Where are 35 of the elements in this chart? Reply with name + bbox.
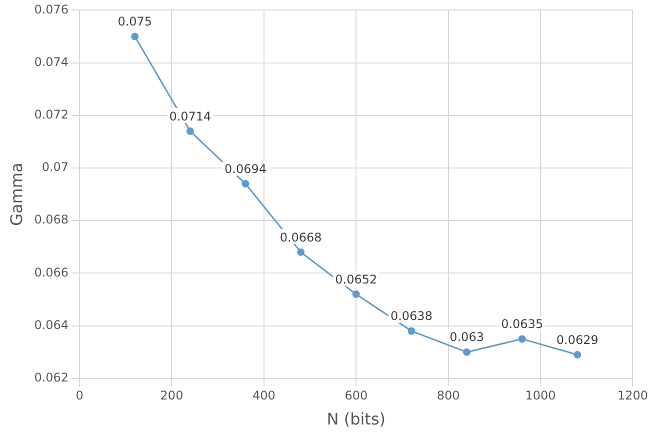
data-label: 0.0694 <box>224 162 267 176</box>
y-tick-label: 0.074 <box>34 54 69 69</box>
x-tick-label: 400 <box>252 388 276 403</box>
point <box>297 248 305 256</box>
data-label: 0.0668 <box>280 230 322 244</box>
point <box>574 350 582 358</box>
y-tick-label: 0.062 <box>34 370 69 385</box>
x-tick-label: 0 <box>76 388 84 403</box>
y-tick-label: 0.076 <box>34 2 69 16</box>
point <box>408 327 416 335</box>
point <box>131 32 139 40</box>
y-tick-label: 0.068 <box>34 212 69 227</box>
data-label: 0.063 <box>450 330 484 344</box>
point <box>352 290 360 298</box>
x-tick-label: 800 <box>436 388 460 403</box>
x-tick-label: 200 <box>160 388 184 403</box>
point <box>242 180 250 188</box>
x-tick-label: 1200 <box>617 388 648 403</box>
data-label: 0.0638 <box>390 309 432 324</box>
data-label: 0.0635 <box>501 317 544 332</box>
data-label: 0.0714 <box>169 109 212 124</box>
y-tick-label: 0.07 <box>42 160 69 174</box>
data-label: 0.0652 <box>335 272 378 286</box>
point <box>463 348 471 356</box>
data-label: 0.075 <box>118 14 152 29</box>
y-axis-title: Gamma <box>6 162 26 226</box>
y-tick-label: 0.066 <box>34 265 69 280</box>
x-tick-label: 1000 <box>525 388 556 403</box>
x-tick-label: 600 <box>344 388 368 403</box>
point <box>518 335 526 343</box>
y-tick-label: 0.072 <box>34 108 69 122</box>
x-axis-title: N (bits) <box>326 410 386 429</box>
y-tick-label: 0.064 <box>34 318 69 332</box>
point <box>186 127 194 135</box>
data-label: 0.0629 <box>556 332 598 347</box>
